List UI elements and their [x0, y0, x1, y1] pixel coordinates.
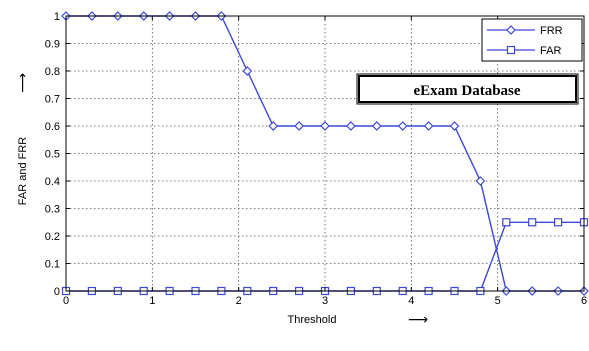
- x-axis-arrow: ⟶: [408, 311, 428, 327]
- data-point-frr: [346, 121, 356, 131]
- y-tick-label: 0.4: [45, 176, 60, 188]
- y-tick-label: 0.8: [45, 66, 60, 78]
- legend-box: [481, 18, 583, 62]
- data-point-far: [502, 218, 511, 227]
- y-axis-label: FAR and FRR: [17, 137, 29, 206]
- legend-far-marker: [506, 45, 516, 55]
- legend: FRR FAR: [481, 18, 583, 62]
- x-tick-label: 1: [149, 295, 155, 307]
- data-point-frr: [294, 121, 304, 131]
- x-tick-label: 5: [495, 295, 501, 307]
- data-point-frr: [475, 176, 486, 186]
- data-point-far: [528, 218, 537, 227]
- data-point-frr: [423, 121, 434, 131]
- annotation-text: eExam Database: [413, 83, 520, 99]
- legend-frr-marker: [506, 25, 516, 35]
- y-tick-label: 0.1: [45, 259, 60, 271]
- y-tick-label: 0.3: [45, 204, 60, 216]
- y-tick-label: 0.2: [45, 231, 60, 243]
- y-axis-arrow: ⟶: [14, 73, 30, 93]
- data-point-far: [553, 218, 563, 227]
- data-point-frr: [397, 121, 408, 131]
- annotation-box: eExam Database: [356, 73, 579, 105]
- y-tick-label: 1: [54, 11, 60, 23]
- data-point-frr: [371, 121, 382, 131]
- x-tick-label: 2: [236, 295, 242, 307]
- y-tick-label: 0.7: [45, 94, 60, 106]
- legend-far-label: FAR: [540, 45, 561, 57]
- y-tick-label: 0.6: [45, 121, 60, 133]
- y-tick-label: 0.5: [45, 149, 60, 161]
- x-tick-label: 4: [408, 295, 414, 307]
- y-tick-label: 0: [54, 286, 60, 298]
- data-point-frr: [242, 66, 253, 76]
- ticks: 0 1 2 3 4 5 6 0 0.1 0.2 0.3 0.4 0.5 0.6 0.7 0.8 0.9 1: [45, 11, 587, 307]
- x-tick-label: 3: [322, 295, 328, 307]
- legend-frr-label: FRR: [540, 25, 563, 37]
- x-tick-label: 0: [63, 295, 69, 307]
- x-tick-label: 6: [581, 295, 587, 307]
- data-point-frr: [268, 121, 279, 131]
- data-point-frr: [449, 121, 460, 131]
- x-axis-label: Threshold: [288, 314, 337, 326]
- y-tick-label: 0.9: [45, 39, 60, 51]
- data-point-frr: [320, 121, 330, 131]
